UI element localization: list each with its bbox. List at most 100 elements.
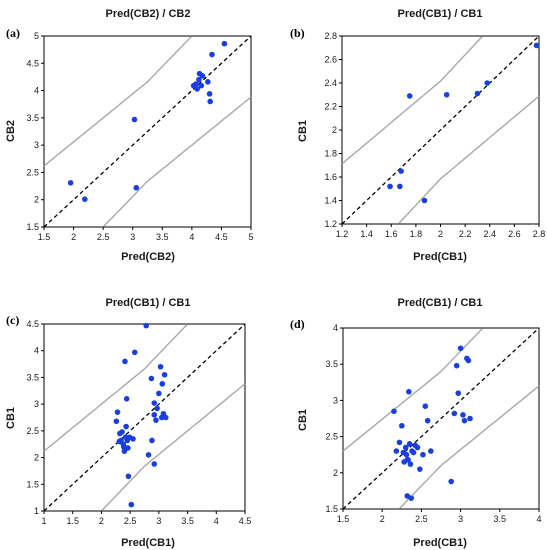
data-point <box>422 403 429 409</box>
data-point <box>424 417 431 424</box>
y-tick-label: 2.5 <box>26 426 39 436</box>
data-point <box>131 116 138 123</box>
y-tick-label: 2 <box>333 468 338 478</box>
y-tick-label: 4 <box>34 86 39 96</box>
chart-title: Pred(CB2) / CB2 <box>106 8 191 20</box>
x-tick-label: 2.5 <box>97 232 110 242</box>
panel-c: Pred(CB1) / CB1 (c) Pred(CB1) CB1 1 1.5 2 2… <box>5 297 251 549</box>
y-tick-label: 3.5 <box>26 372 39 382</box>
data-point <box>414 444 421 451</box>
chart-title: Pred(CB1) / CB1 <box>398 297 483 309</box>
x-tick-label: 4.5 <box>215 232 228 242</box>
y-tick-label: 1.5 <box>26 222 39 232</box>
lower-confidence-band <box>101 383 246 512</box>
y-tick-label: 1.5 <box>325 504 338 514</box>
y-tick-label: 3 <box>34 399 39 409</box>
x-tick-label: 2 <box>71 232 76 242</box>
y-tick-label: 2 <box>332 125 337 135</box>
x-tick-label: 4 <box>214 516 219 526</box>
data-point <box>461 417 468 424</box>
data-point <box>451 410 458 417</box>
x-tick-label: 1.5 <box>66 516 79 526</box>
y-axis-label: CB2 <box>5 120 17 142</box>
y-tick-label: 3 <box>333 395 338 405</box>
panel-letter: (b) <box>290 26 305 40</box>
panel-a: Pred(CB2) / CB2 (a) Pred(CB2) CB2 1.5 2 2.… <box>5 8 254 263</box>
x-tick-label: 2.2 <box>459 229 472 239</box>
x-tick-label: 3.5 <box>181 516 194 526</box>
y-tick-label: 2.8 <box>324 31 337 41</box>
data-point <box>410 449 417 456</box>
x-tick-label: 2 <box>380 514 385 524</box>
y-tick-label: 1.4 <box>324 196 337 206</box>
y-tick-label: 3.5 <box>325 359 338 369</box>
data-point <box>148 375 155 382</box>
data-point <box>533 42 540 49</box>
upper-confidence-band <box>342 327 484 452</box>
data-point <box>193 81 199 87</box>
x-tick-label: 1.4 <box>360 229 373 239</box>
x-axis-label: Pred(CB1) <box>413 537 467 549</box>
x-tick-label: 2 <box>438 229 443 239</box>
y-tick-label: 2.5 <box>26 167 39 177</box>
data-point <box>133 184 140 191</box>
y-tick-label: 2.4 <box>324 78 337 88</box>
y-tick-label: 1.2 <box>324 219 337 229</box>
plot-area: 1.2 1.4 1.6 1.8 2 2.2 2.4 2.6 2.8 1.2 1.4 1.6 1.8 2 2.… <box>324 31 545 239</box>
data-point <box>131 349 138 356</box>
data-point <box>157 363 164 370</box>
data-point <box>393 448 400 454</box>
data-point <box>128 501 135 508</box>
data-point <box>403 451 410 458</box>
upper-confidence-band <box>43 35 193 167</box>
x-tick-label: 1.8 <box>410 229 423 239</box>
panel-d: Pred(CB1) / CB1 (d) Pred(CB1) CB1 1.5 2 2.… <box>290 297 542 549</box>
data-point <box>417 466 423 472</box>
data-point <box>391 408 397 415</box>
data-point <box>143 322 150 329</box>
x-tick-label: 3 <box>156 516 161 526</box>
x-tick-label: 2.6 <box>508 229 521 239</box>
y-tick-label: 5 <box>34 31 39 41</box>
data-point <box>145 452 152 458</box>
y-axis-label: CB1 <box>297 120 309 142</box>
y-tick-label: 3.5 <box>26 113 39 123</box>
data-point <box>457 345 464 352</box>
data-point <box>196 76 202 83</box>
data-point <box>114 409 121 415</box>
data-point <box>406 93 413 99</box>
data-point <box>154 405 160 412</box>
x-tick-label: 3 <box>458 514 463 524</box>
identity-line <box>342 327 540 510</box>
identity-line <box>43 323 246 512</box>
data-point <box>151 461 158 467</box>
data-point <box>123 396 130 402</box>
data-point <box>406 441 413 447</box>
plot-frame <box>43 35 252 228</box>
data-point <box>153 417 159 423</box>
x-tick-label: 2.5 <box>415 514 428 524</box>
data-point <box>207 98 213 105</box>
y-tick-label: 1.8 <box>324 149 337 159</box>
x-tick-label: 1.6 <box>385 229 398 239</box>
data-point <box>398 168 404 174</box>
data-point <box>455 390 462 396</box>
plot-area: 1 1.5 2 2.5 3 3.5 4 4.5 1 1.5 2 2.5 3 3.5 4 4.5 <box>26 319 251 526</box>
y-tick-label: 4 <box>34 346 39 356</box>
x-tick-label: 2.5 <box>124 516 137 526</box>
data-point <box>221 40 228 47</box>
y-axis-label: CB1 <box>297 409 309 431</box>
y-axis-label: CB1 <box>5 407 17 429</box>
data-point <box>397 183 403 190</box>
chart-title: Pred(CB1) / CB1 <box>398 8 483 20</box>
data-point <box>406 388 412 395</box>
y-tick-label: 1.6 <box>324 172 337 182</box>
x-tick-label: 2.4 <box>483 229 496 239</box>
plot-area: 1.5 2 2.5 3 3.5 4 1.5 2 2.5 3 3.5 4 <box>325 323 541 524</box>
data-point <box>198 82 205 89</box>
data-point <box>484 80 491 86</box>
x-tick-label: 2 <box>99 516 104 526</box>
y-tick-label: 4.5 <box>26 319 39 329</box>
x-axis-label: Pred(CB2) <box>121 251 175 263</box>
